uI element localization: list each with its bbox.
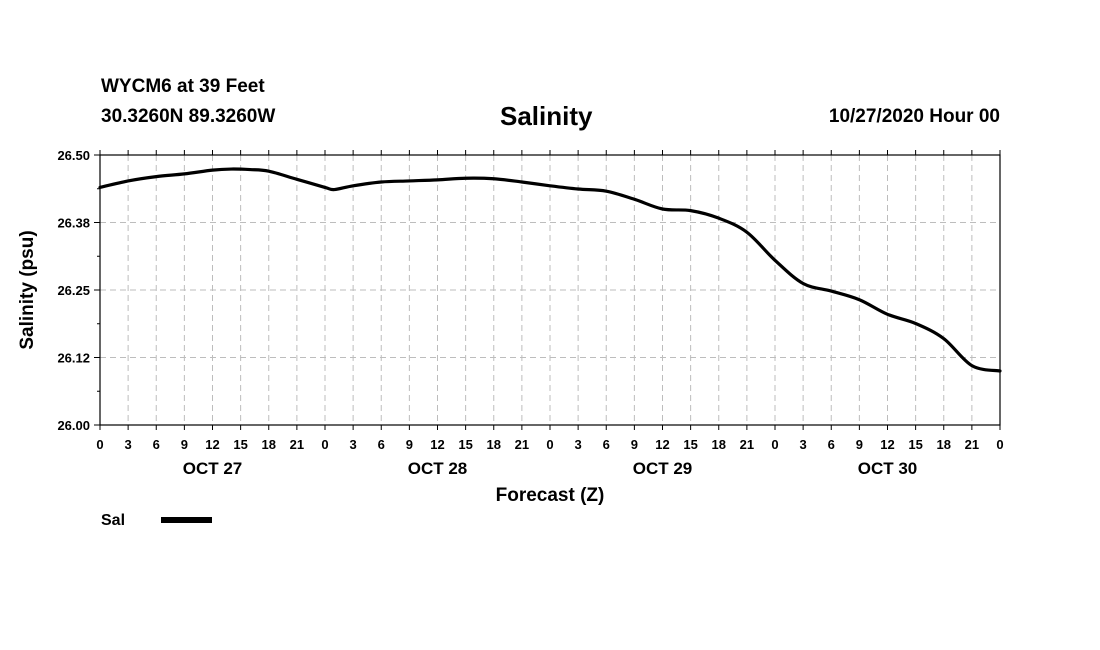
x-tick-label: 21 [965, 437, 979, 452]
x-tick-label: 12 [880, 437, 894, 452]
x-tick-label: 18 [262, 437, 276, 452]
series-line-sal [98, 167, 1002, 373]
x-tick-label: 3 [575, 437, 582, 452]
day-labels: OCT 27 OCT 28 OCT 29 OCT 30 [183, 459, 918, 478]
day-label: OCT 27 [183, 459, 243, 478]
x-tick-label: 3 [800, 437, 807, 452]
y-tick-label: 26.00 [57, 418, 90, 433]
y-axis-tick-labels: 26.00 26.12 26.25 26.38 26.50 [57, 148, 90, 433]
x-tick-label: 9 [856, 437, 863, 452]
x-tick-label: 6 [603, 437, 610, 452]
x-tick-label: 0 [96, 437, 103, 452]
x-tick-label: 15 [233, 437, 247, 452]
x-tick-label: 9 [631, 437, 638, 452]
x-tick-label: 21 [290, 437, 304, 452]
x-axis-title: Forecast (Z) [496, 485, 605, 506]
y-tick-label: 26.50 [57, 148, 90, 163]
x-tick-label: 12 [430, 437, 444, 452]
chart-title: Salinity [500, 101, 593, 131]
x-tick-label: 0 [546, 437, 553, 452]
y-axis-title: Salinity (psu) [17, 230, 38, 349]
x-axis-tick-labels: 0 3 6 9 12 15 18 21 0 3 6 9 12 15 18 21 0 3 6 9 12 15 18 21 0 3 6 9… [96, 437, 1003, 452]
x-tick-label: 18 [712, 437, 726, 452]
grid [100, 155, 1000, 425]
x-tick-label: 0 [771, 437, 778, 452]
run-time-label: 10/27/2020 Hour 00 [828, 106, 1000, 127]
x-tick-label: 18 [937, 437, 951, 452]
x-tick-label: 3 [350, 437, 357, 452]
x-tick-label: 21 [515, 437, 529, 452]
x-tick-label: 9 [406, 437, 413, 452]
legend-label-sal: Sal [101, 512, 125, 529]
x-tick-label: 9 [181, 437, 188, 452]
x-tick-label: 21 [740, 437, 754, 452]
x-tick-label: 0 [321, 437, 328, 452]
x-tick-label: 18 [487, 437, 501, 452]
x-tick-label: 15 [908, 437, 922, 452]
station-label: WYCM6 at 39 Feet [101, 76, 265, 97]
x-tick-label: 15 [683, 437, 697, 452]
day-label: OCT 30 [858, 459, 918, 478]
x-tick-label: 3 [125, 437, 132, 452]
x-tick-label: 12 [655, 437, 669, 452]
x-tick-label: 6 [378, 437, 385, 452]
x-tick-label: 0 [996, 437, 1003, 452]
coordinates-label: 30.3260N 89.3260W [101, 106, 276, 127]
x-tick-label: 12 [205, 437, 219, 452]
day-label: OCT 29 [633, 459, 693, 478]
axis-ticks [94, 150, 1001, 430]
x-tick-label: 6 [828, 437, 835, 452]
x-tick-label: 15 [458, 437, 472, 452]
y-tick-label: 26.25 [57, 283, 90, 298]
x-tick-label: 6 [153, 437, 160, 452]
y-tick-label: 26.12 [57, 351, 90, 366]
day-label: OCT 28 [408, 459, 468, 478]
y-tick-label: 26.38 [57, 216, 90, 231]
